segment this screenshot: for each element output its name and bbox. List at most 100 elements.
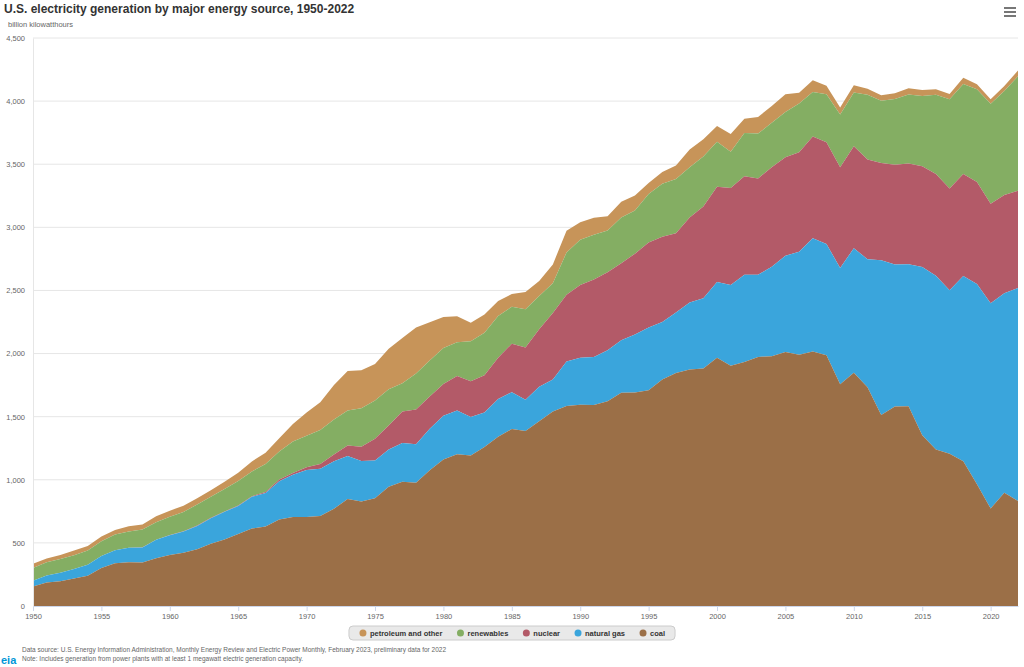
y-tick-label: 500 bbox=[12, 539, 25, 548]
x-tick-mark bbox=[785, 606, 786, 611]
x-tick-mark bbox=[717, 606, 718, 611]
legend-item[interactable]: petroleum and other bbox=[359, 629, 442, 638]
x-tick: 2010 bbox=[846, 606, 863, 621]
source: Data source: U.S. Energy Information Adm… bbox=[22, 646, 446, 654]
grid bbox=[33, 38, 1018, 606]
x-tick-label: 2000 bbox=[709, 612, 726, 621]
x-tick-label: 2015 bbox=[914, 612, 931, 621]
y-tick-label: 2,500 bbox=[6, 286, 25, 295]
x-tick-label: 2005 bbox=[778, 612, 795, 621]
x-tick-label: 1995 bbox=[641, 612, 658, 621]
y-tick: 1,500 bbox=[6, 413, 33, 422]
y-tick: 3,000 bbox=[6, 223, 33, 232]
x-tick-mark bbox=[238, 606, 239, 611]
x-tick: 1980 bbox=[436, 606, 453, 621]
y-tick: 0 bbox=[21, 602, 33, 611]
y-tick: 500 bbox=[12, 539, 33, 548]
menu-button[interactable] bbox=[1004, 8, 1016, 16]
legend-label: petroleum and other bbox=[370, 629, 443, 638]
y-tick-label: 3,000 bbox=[6, 223, 25, 232]
x-tick-mark bbox=[33, 606, 34, 611]
x-tick: 1970 bbox=[299, 606, 316, 621]
x-tick: 1965 bbox=[230, 606, 247, 621]
y-tick: 2,500 bbox=[6, 286, 33, 295]
x-tick-mark bbox=[922, 606, 923, 611]
x-tick: 1985 bbox=[504, 606, 521, 621]
x-tick: 1995 bbox=[641, 606, 658, 621]
x-tick: 1950 bbox=[25, 606, 42, 621]
y-tick-label: 3,500 bbox=[6, 160, 25, 169]
legend-marker bbox=[359, 630, 366, 637]
x-tick-label: 2010 bbox=[846, 612, 863, 621]
x-tick-label: 1980 bbox=[436, 612, 453, 621]
x-tick-label: 1990 bbox=[572, 612, 589, 621]
x-tick-mark bbox=[854, 606, 855, 611]
legend-marker bbox=[523, 630, 530, 637]
x-tick-label: 1955 bbox=[94, 612, 111, 621]
title: U.S. electricity generation by major ene… bbox=[4, 2, 354, 16]
chart-svg: U.S. electricity generation by major ene… bbox=[0, 0, 1024, 667]
legend-label: natural gas bbox=[585, 629, 625, 638]
x-tick-mark bbox=[991, 606, 992, 611]
x-tick: 2000 bbox=[709, 606, 726, 621]
x-tick-label: 1950 bbox=[25, 612, 42, 621]
x-tick: 2015 bbox=[914, 606, 931, 621]
y-tick: 4,500 bbox=[6, 34, 33, 43]
menu-icon-line bbox=[1004, 15, 1016, 17]
x-tick-label: 1985 bbox=[504, 612, 521, 621]
y-axis-line bbox=[33, 39, 34, 607]
x-tick: 1960 bbox=[162, 606, 179, 621]
legend-label: coal bbox=[650, 629, 665, 638]
y-tick-label: 2,000 bbox=[6, 349, 25, 358]
legend-background bbox=[349, 626, 675, 640]
y-tick-label: 4,500 bbox=[6, 34, 25, 43]
y-tick: 2,000 bbox=[6, 349, 33, 358]
x-tick-mark bbox=[649, 606, 650, 611]
legend-marker bbox=[640, 630, 647, 637]
x-tick-mark bbox=[101, 606, 102, 611]
x-tick-mark bbox=[307, 606, 308, 611]
x-tick: 1955 bbox=[94, 606, 111, 621]
x-axis: 1950 1955 1960 1965 1970 1975 1980 1985 1990 1995… bbox=[25, 606, 1018, 621]
y-tick-label: 1,500 bbox=[6, 413, 25, 422]
y-tick-label: 0 bbox=[21, 602, 25, 611]
menu-icon-line bbox=[1004, 11, 1016, 13]
area bbox=[33, 351, 1018, 606]
legend-item[interactable]: coal bbox=[640, 629, 666, 638]
legend-label: renewables bbox=[467, 629, 508, 638]
y-axis: 0 500 1,000 1,500 2,000 2,500 3,000 3,500 4,000 4… bbox=[6, 34, 33, 611]
y-tick: 3,500 bbox=[6, 160, 33, 169]
subtitle: billion kilowatthours bbox=[8, 20, 73, 29]
legend-item[interactable]: renewables bbox=[457, 629, 508, 638]
legend-marker bbox=[575, 630, 582, 637]
y-tick-label: 1,000 bbox=[6, 476, 25, 485]
x-tick: 2020 bbox=[983, 606, 1000, 621]
legend-marker bbox=[457, 630, 464, 637]
x-tick-mark bbox=[580, 606, 581, 611]
x-tick-label: 1960 bbox=[162, 612, 179, 621]
x-tick: 2005 bbox=[778, 606, 795, 621]
y-tick: 1,000 bbox=[6, 476, 33, 485]
x-tick: 1975 bbox=[367, 606, 384, 621]
y-tick-label: 4,000 bbox=[6, 97, 25, 106]
chart-container: U.S. electricity generation by major ene… bbox=[0, 0, 1024, 667]
x-tick-mark bbox=[170, 606, 171, 611]
x-tick: 1990 bbox=[572, 606, 589, 621]
plot-area bbox=[33, 70, 1018, 606]
x-tick-label: 2020 bbox=[983, 612, 1000, 621]
x-tick-mark bbox=[512, 606, 513, 611]
note: Note: Includes generation from power pla… bbox=[22, 655, 303, 663]
x-tick-label: 1970 bbox=[299, 612, 316, 621]
grid-line bbox=[33, 38, 1018, 39]
menu-icon-line bbox=[1004, 7, 1016, 9]
legend-label: nuclear bbox=[533, 629, 560, 638]
x-tick-mark bbox=[443, 606, 444, 611]
x-tick-mark bbox=[375, 606, 376, 611]
y-tick: 4,000 bbox=[6, 97, 33, 106]
logo: eia bbox=[1, 654, 17, 666]
legend: petroleum and other renewables nuclear natu… bbox=[349, 626, 675, 640]
x-tick-label: 1975 bbox=[367, 612, 384, 621]
legend-item[interactable]: natural gas bbox=[575, 629, 626, 638]
x-axis-line bbox=[34, 606, 1019, 607]
legend-item[interactable]: nuclear bbox=[523, 629, 560, 638]
